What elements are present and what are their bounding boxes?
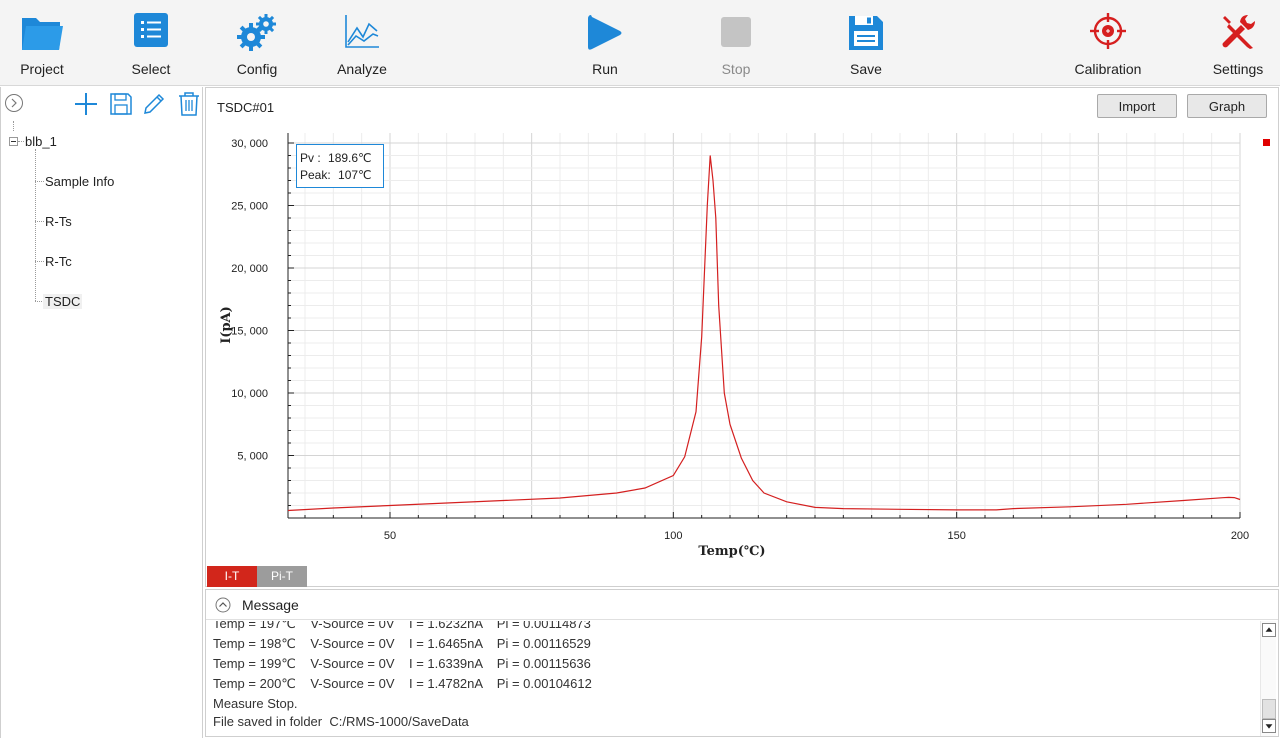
- expand-panel-icon[interactable]: [3, 92, 25, 114]
- tree-connector: [35, 221, 44, 222]
- log-line: Temp = 199℃ V-Source = 0V I = 1.6339nA P…: [213, 656, 591, 671]
- pv-label: Pv :: [300, 151, 321, 165]
- save-label: Save: [850, 61, 882, 77]
- save-button[interactable]: Save: [818, 0, 914, 86]
- x-tick-label: 150: [947, 530, 965, 542]
- y-tick-label: 30, 000: [231, 138, 268, 150]
- message-title: Message: [242, 597, 299, 613]
- config-button[interactable]: Config: [209, 0, 305, 86]
- scroll-down-arrow-icon[interactable]: [1262, 719, 1276, 733]
- run-label: Run: [592, 61, 618, 77]
- play-icon: [588, 15, 622, 50]
- analyze-label: Analyze: [337, 61, 387, 77]
- y-tick-label: 20, 000: [231, 263, 268, 275]
- pv-readout: Pv : 189.6℃: [300, 151, 372, 165]
- tree-connector: [18, 141, 24, 142]
- message-header: Message: [206, 590, 1278, 620]
- x-tick-label: 100: [664, 530, 682, 542]
- chart-grid: [288, 133, 1241, 518]
- log-line: Measure Stop.: [213, 696, 298, 711]
- config-label: Config: [236, 61, 278, 77]
- project-button[interactable]: Project: [0, 0, 90, 86]
- peak-readout: Peak: 107℃: [300, 168, 372, 182]
- settings-label: Settings: [1212, 61, 1264, 77]
- log-line: Temp = 200℃ V-Source = 0V I = 1.4782nA P…: [213, 676, 592, 691]
- peak-info-box: Pv : 189.6℃ Peak: 107℃: [296, 144, 384, 188]
- scroll-up-arrow-icon[interactable]: [1262, 623, 1276, 637]
- stop-button[interactable]: Stop: [688, 0, 784, 86]
- peak-label: Peak:: [300, 168, 331, 182]
- wrench-screwdriver-icon: [1222, 15, 1255, 49]
- line-chart-icon: [345, 15, 379, 48]
- tree-item-r-ts[interactable]: R-Ts: [45, 214, 72, 229]
- y-tick-label: 5, 000: [237, 451, 268, 463]
- tab-pi-t[interactable]: Pi-T: [257, 566, 307, 587]
- tree-item-r-tc[interactable]: R-Tc: [45, 254, 72, 269]
- list-icon: [134, 13, 168, 47]
- message-panel: Message Temp = 197℃ V-Source = 0V I = 1.…: [205, 589, 1279, 737]
- peak-value: 107℃: [338, 168, 372, 182]
- chart-panel: TSDC#01 Import Graph 50 100 150 200 5, 000 10…: [205, 87, 1279, 587]
- chart-series: [287, 155, 1241, 512]
- add-icon[interactable]: [73, 91, 99, 117]
- log-line: Temp = 197℃ V-Source = 0V I = 1.6232nA P…: [213, 621, 591, 631]
- message-log: Temp = 197℃ V-Source = 0V I = 1.6232nA P…: [206, 621, 1260, 736]
- project-tree-panel: blb_1 Sample Info R-Ts R-Tc TSDC: [0, 87, 203, 738]
- x-axis-title: Temp(℃): [698, 544, 765, 559]
- stop-label: Stop: [721, 61, 751, 77]
- y-tick-label: 25, 000: [231, 201, 268, 213]
- tree-item-tsdc[interactable]: TSDC: [43, 294, 83, 309]
- y-tick-label: 15, 000: [231, 326, 268, 338]
- x-tick-label: 50: [384, 530, 396, 542]
- tree-connector: [35, 149, 36, 301]
- chart-panel-title: TSDC#01: [217, 100, 275, 115]
- x-tick-label: 200: [1231, 530, 1249, 542]
- toolbar: Project Select: [0, 0, 1280, 86]
- run-button[interactable]: Run: [557, 0, 653, 86]
- tree-connector: [13, 121, 14, 131]
- chart-labels: 50 100 150 200 5, 000 10, 000 15, 000 20, 000 25…: [219, 138, 1249, 559]
- collapse-up-icon[interactable]: [215, 597, 231, 613]
- tab-i-t[interactable]: I-T: [207, 566, 257, 587]
- analyze-button[interactable]: Analyze: [314, 0, 410, 86]
- tree-connector: [35, 181, 44, 182]
- scroll-thumb[interactable]: [1262, 699, 1276, 719]
- collapse-node-icon[interactable]: [9, 137, 18, 146]
- tree-connector: [35, 261, 44, 262]
- select-label: Select: [131, 61, 171, 77]
- folder-icon: [22, 18, 63, 50]
- y-axis-title: I(pA): [219, 306, 234, 344]
- calibration-button[interactable]: Calibration: [1060, 0, 1156, 86]
- save-icon[interactable]: [108, 91, 134, 117]
- stop-icon: [721, 17, 751, 47]
- floppy-disk-icon: [849, 16, 883, 50]
- series-color-marker: [1263, 139, 1270, 146]
- it-series-line: [287, 155, 1241, 512]
- message-scrollbar[interactable]: [1260, 621, 1276, 736]
- tree-connector: [35, 301, 44, 302]
- crosshair-icon: [1090, 13, 1126, 49]
- graph-button[interactable]: Graph: [1187, 94, 1267, 118]
- calibration-label: Calibration: [1074, 61, 1142, 77]
- tree-item-sample-info[interactable]: Sample Info: [45, 174, 115, 189]
- gears-icon: [237, 14, 276, 51]
- import-button[interactable]: Import: [1097, 94, 1177, 118]
- edit-pencil-icon[interactable]: [141, 91, 167, 117]
- project-label: Project: [20, 61, 64, 77]
- delete-trash-icon[interactable]: [176, 91, 202, 117]
- log-line: Temp = 198℃ V-Source = 0V I = 1.6465nA P…: [213, 636, 591, 651]
- tree-root-node[interactable]: blb_1: [25, 134, 57, 149]
- pv-value: 189.6℃: [328, 151, 372, 165]
- chart-axes: [287, 133, 1241, 519]
- settings-button[interactable]: Settings: [1190, 0, 1280, 86]
- y-tick-label: 10, 000: [231, 388, 268, 400]
- log-line: File saved in folder C:/RMS-1000/SaveDat…: [213, 714, 469, 729]
- select-button[interactable]: Select: [103, 0, 199, 86]
- tsdc-chart[interactable]: 50 100 150 200 5, 000 10, 000 15, 000 20, 000 25…: [206, 128, 1278, 564]
